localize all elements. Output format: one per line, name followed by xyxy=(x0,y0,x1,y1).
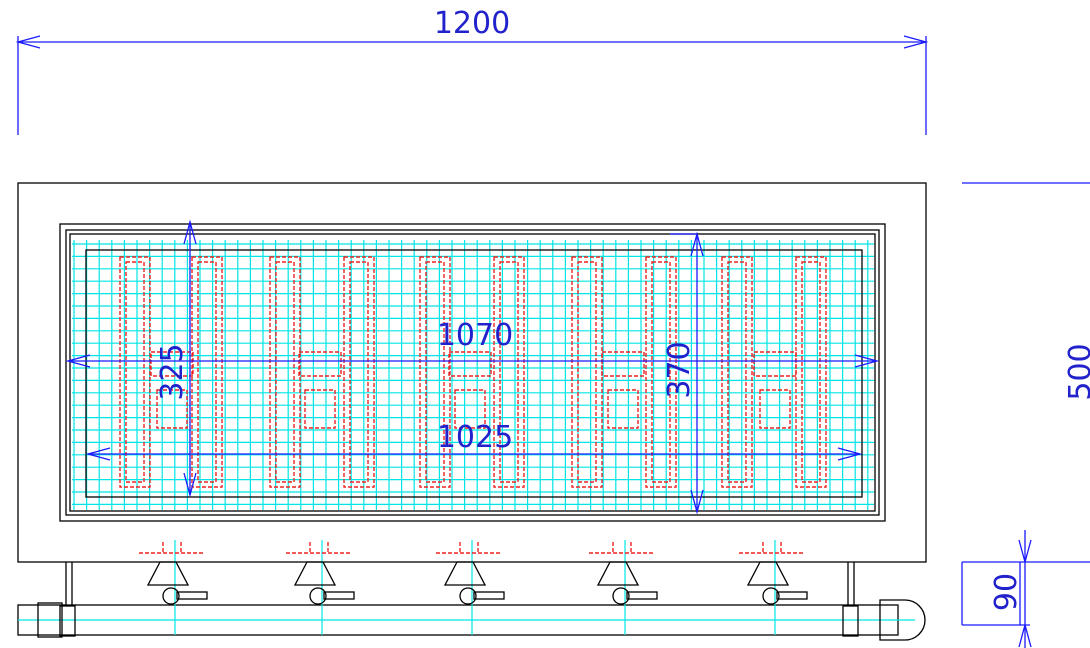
valve-body xyxy=(293,561,337,586)
pipe xyxy=(17,562,926,641)
valve-knob xyxy=(309,587,327,605)
sensor xyxy=(304,389,336,429)
valve-label xyxy=(589,542,655,554)
sensor xyxy=(601,351,645,377)
heater-strip xyxy=(645,256,677,488)
sensor xyxy=(454,389,486,429)
valve-knob xyxy=(762,587,780,605)
valve-label xyxy=(286,542,352,554)
dimension-label: 370 xyxy=(662,341,697,398)
heater-strip xyxy=(801,261,821,483)
valve-knob xyxy=(459,587,477,605)
dimension-label: 1025 xyxy=(437,420,513,455)
dimension-label: 1200 xyxy=(434,6,510,41)
valve-body xyxy=(596,561,640,586)
sensor xyxy=(150,351,194,377)
dimension-label: 90 xyxy=(989,573,1024,611)
valve-label xyxy=(436,542,502,554)
valve-knob xyxy=(612,587,630,605)
sensor xyxy=(753,351,797,377)
valve-body xyxy=(146,561,190,586)
heater-strip xyxy=(425,261,445,483)
valve-handle xyxy=(176,591,208,600)
dimension-label: 1070 xyxy=(437,318,513,353)
valves xyxy=(139,540,808,635)
heater-strip xyxy=(651,261,671,483)
heater-strip xyxy=(119,256,151,488)
sensor xyxy=(759,389,791,429)
panel xyxy=(85,249,863,498)
valve-handle xyxy=(323,591,355,600)
valve-handle xyxy=(473,591,505,600)
heater-strip xyxy=(721,256,753,488)
heater-strips xyxy=(119,256,827,488)
valve-handle xyxy=(626,591,658,600)
inner-frame xyxy=(69,233,876,512)
inner-frame xyxy=(59,223,886,522)
heater-strip xyxy=(571,256,603,488)
sensor xyxy=(607,389,639,429)
heater-strip xyxy=(419,256,451,488)
valve-knob xyxy=(162,587,180,605)
heater-strip xyxy=(727,261,747,483)
valve-label xyxy=(139,542,205,554)
dimension-label: 500 xyxy=(1063,343,1090,400)
heater-strip xyxy=(343,256,375,488)
valve-body xyxy=(443,561,487,586)
heater-strip xyxy=(795,256,827,488)
valve-body xyxy=(746,561,790,586)
heater-strip xyxy=(269,256,301,488)
valve-handle xyxy=(776,591,808,600)
heater-strip xyxy=(197,261,217,483)
cyan-grid xyxy=(72,240,874,510)
sensor xyxy=(156,389,188,429)
heater-strip xyxy=(275,261,295,483)
heater-strip xyxy=(349,261,369,483)
heater-strip xyxy=(577,261,597,483)
heater-strip xyxy=(125,261,145,483)
valve-label xyxy=(739,542,805,554)
dimension-label: 325 xyxy=(155,343,190,400)
sensor xyxy=(448,351,492,377)
heater-strip xyxy=(499,261,519,483)
heater-strip xyxy=(191,256,223,488)
dimension-lines xyxy=(15,35,1090,648)
inner-frame xyxy=(65,229,880,516)
sensor xyxy=(298,351,342,377)
heater-strip xyxy=(493,256,525,488)
